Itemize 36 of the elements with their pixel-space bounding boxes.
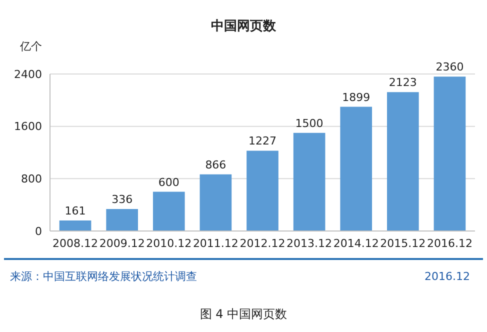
y-tick-label: 2400 <box>14 68 42 81</box>
data-label: 2360 <box>436 60 464 74</box>
data-label: 1227 <box>248 134 276 148</box>
x-tick-label: 2015.12 <box>380 237 426 250</box>
data-label: 161 <box>64 204 86 218</box>
x-tick-label: 2012.12 <box>240 237 286 250</box>
x-tick-label: 2016.12 <box>426 237 472 250</box>
y-tick-label: 1600 <box>14 120 42 134</box>
caption: 图 4 中国网页数 <box>200 307 288 321</box>
y-tick-label: 0 <box>35 224 42 238</box>
x-tick-label: 2008.12 <box>52 237 98 250</box>
bar <box>387 92 419 231</box>
data-label: 600 <box>158 176 180 189</box>
y-tick-label: 800 <box>21 172 42 186</box>
x-tick-label: 2014.12 <box>333 237 379 250</box>
bar <box>340 106 372 231</box>
x-tick-label: 2009.12 <box>99 237 145 250</box>
x-tick-label: 2013.12 <box>286 237 332 250</box>
bar <box>293 132 326 231</box>
x-tick-label: 2011.12 <box>192 237 238 250</box>
chart-title: 中国网页数 <box>211 19 277 34</box>
source-note: 来源：中国互联网络发展状况统计调查 <box>10 270 197 283</box>
bar <box>200 174 232 231</box>
x-tick-label: 2010.12 <box>146 237 192 250</box>
bar <box>152 192 185 231</box>
y-axis-title: 亿个 <box>19 40 42 53</box>
bar <box>246 150 278 231</box>
text: 2016.12 <box>424 270 470 283</box>
data-label: 1500 <box>295 116 324 130</box>
bar <box>59 220 92 231</box>
data-label: 2123 <box>388 76 417 90</box>
data-label: 336 <box>112 193 133 206</box>
bar <box>106 209 138 231</box>
bar <box>434 76 466 231</box>
data-label: 1899 <box>342 90 370 104</box>
data-label: 866 <box>205 158 226 172</box>
